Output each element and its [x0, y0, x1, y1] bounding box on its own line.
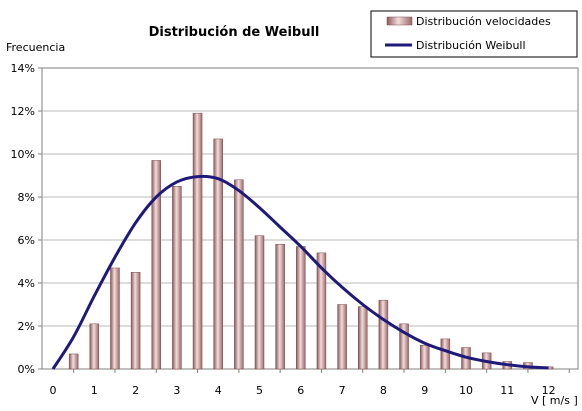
bar	[378, 299, 389, 370]
x-tick-label: 0	[50, 384, 57, 397]
bar	[254, 235, 265, 370]
x-axis-ticks: 0 1 2 3 4 5 6 7 8 9 10 11 12	[50, 369, 570, 397]
x-tick-label: 11	[500, 384, 514, 397]
y-axis-label: Frecuencia	[6, 41, 65, 54]
plot-area	[41, 67, 579, 370]
x-tick-label: 2	[132, 384, 139, 397]
x-tick-label: 5	[256, 384, 263, 397]
weibull-curve	[51, 174, 549, 370]
y-axis-ticks: 0% 2% 4% 6% 8% 10% 12% 14%	[11, 62, 42, 376]
y-tick-label: 2%	[18, 320, 35, 333]
bar	[296, 246, 306, 370]
y-tick-label: 0%	[18, 363, 35, 376]
y-tick-label: 10%	[11, 148, 35, 161]
line-series	[51, 174, 549, 370]
x-tick-label: 9	[421, 384, 428, 397]
legend-bar-swatch	[386, 16, 413, 26]
bar	[419, 345, 430, 370]
plot-background	[41, 67, 579, 370]
bar	[234, 179, 244, 370]
legend: Distribución velocidades Distribución We…	[370, 10, 578, 58]
bar	[151, 160, 161, 370]
bar	[213, 138, 223, 370]
x-tick-label: 10	[459, 384, 473, 397]
bar	[440, 338, 451, 370]
bar	[337, 304, 347, 370]
bar	[192, 112, 203, 370]
y-tick-label: 12%	[11, 105, 35, 118]
x-tick-label: 4	[215, 384, 222, 397]
x-tick-label: 1	[91, 384, 98, 397]
bar	[358, 306, 368, 370]
x-tick-label: 12	[542, 384, 556, 397]
y-tick-label: 8%	[18, 191, 35, 204]
bar	[110, 267, 120, 370]
bar	[172, 186, 182, 370]
x-tick-label: 6	[297, 384, 304, 397]
bar	[68, 353, 79, 370]
bar	[130, 272, 141, 370]
y-tick-label: 14%	[11, 62, 35, 75]
grid-lines	[42, 110, 578, 327]
legend-label-bars: Distribución velocidades	[416, 15, 551, 28]
x-axis-label: V [ m/s ]	[531, 394, 578, 407]
y-tick-label: 4%	[18, 277, 35, 290]
x-tick-label: 3	[173, 384, 180, 397]
y-tick-label: 6%	[18, 234, 35, 247]
legend-label-line: Distribución Weibull	[416, 39, 526, 52]
x-tick-label: 7	[339, 384, 346, 397]
bar	[89, 323, 100, 370]
chart-title: Distribución de Weibull	[149, 25, 320, 40]
x-tick-label: 8	[380, 384, 387, 397]
bar	[275, 244, 285, 370]
